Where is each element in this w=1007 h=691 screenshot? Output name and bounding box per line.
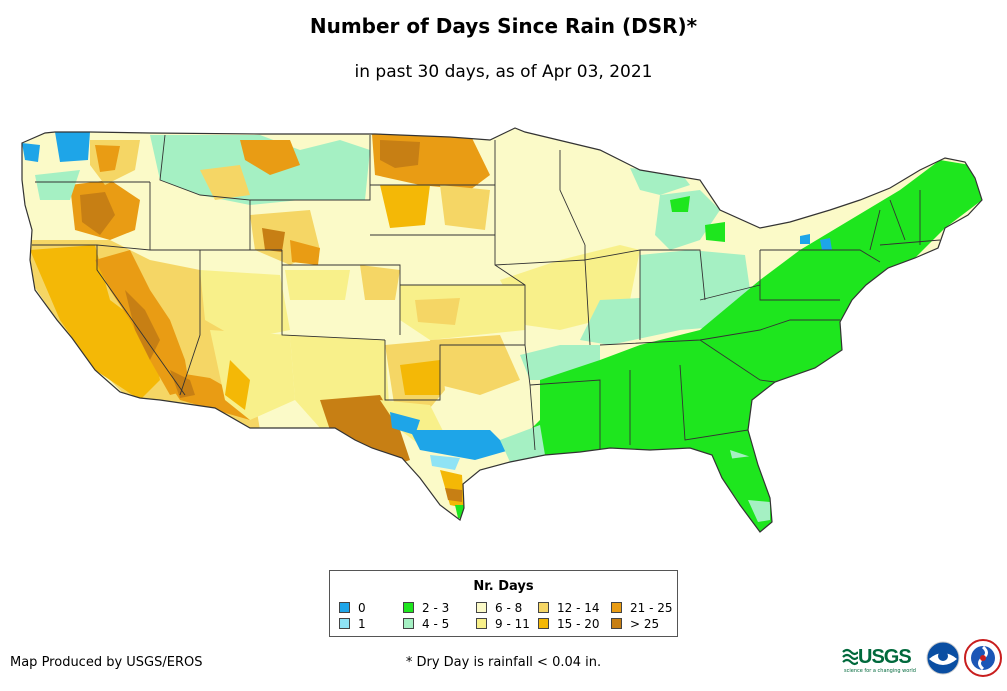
legend-swatch xyxy=(611,602,622,613)
map-subtitle: in past 30 days, as of Apr 03, 2021 xyxy=(354,62,653,82)
legend-swatch xyxy=(403,602,414,613)
legend-title: Nr. Days xyxy=(473,579,534,594)
map-title: Number of Days Since Rain (DSR)* xyxy=(309,14,698,38)
legend-swatch xyxy=(476,618,487,629)
footnote-text: * Dry Day is rainfall < 0.04 in. xyxy=(405,655,602,670)
legend-item: 0 xyxy=(339,602,366,616)
usgs-tagline: science for a changing world xyxy=(844,668,916,674)
legend-label: 12 - 14 xyxy=(557,601,600,615)
legend-label: > 25 xyxy=(630,617,660,631)
legend-item: 1 xyxy=(339,618,366,632)
usgs-wave-icon xyxy=(842,648,858,666)
legend-label: 15 - 20 xyxy=(557,617,600,631)
legend-swatch xyxy=(538,602,549,613)
legend-item: 6 - 8 xyxy=(476,602,522,616)
legend-item: 15 - 20 xyxy=(538,618,600,632)
legend-item: 9 - 11 xyxy=(476,618,530,632)
legend-label: 1 xyxy=(358,617,366,631)
legend-item: 21 - 25 xyxy=(611,602,673,616)
legend-swatch xyxy=(339,618,350,629)
legend-swatch xyxy=(611,618,622,629)
legend-item: 4 - 5 xyxy=(403,618,449,632)
legend-label: 6 - 8 xyxy=(495,601,523,615)
legend-label: 4 - 5 xyxy=(422,617,450,631)
legend-item: 2 - 3 xyxy=(403,602,449,616)
legend-label: 2 - 3 xyxy=(422,601,450,615)
usgs-wordmark: USGS xyxy=(858,646,912,668)
legend-item: > 25 xyxy=(611,618,659,632)
dsr-map xyxy=(21,127,983,533)
legend-swatch xyxy=(403,618,414,629)
nws-logo-icon xyxy=(964,639,1002,677)
legend: Nr. Days 0 1 2 - 3 4 - 5 6 - 8 9 - 11 12 - 14 1… xyxy=(329,570,678,637)
legend-swatch xyxy=(339,602,350,613)
noaa-logo-icon xyxy=(926,641,960,675)
legend-label: 0 xyxy=(358,601,366,615)
credit-text: Map Produced by USGS/EROS xyxy=(10,655,203,670)
usgs-logo: USGS science for a changing world xyxy=(842,645,922,674)
legend-swatch xyxy=(476,602,487,613)
legend-label: 9 - 11 xyxy=(495,617,530,631)
logo-strip: USGS science for a changing world xyxy=(842,637,1002,681)
legend-item: 12 - 14 xyxy=(538,602,600,616)
legend-label: 21 - 25 xyxy=(630,601,673,615)
legend-swatch xyxy=(538,618,549,629)
